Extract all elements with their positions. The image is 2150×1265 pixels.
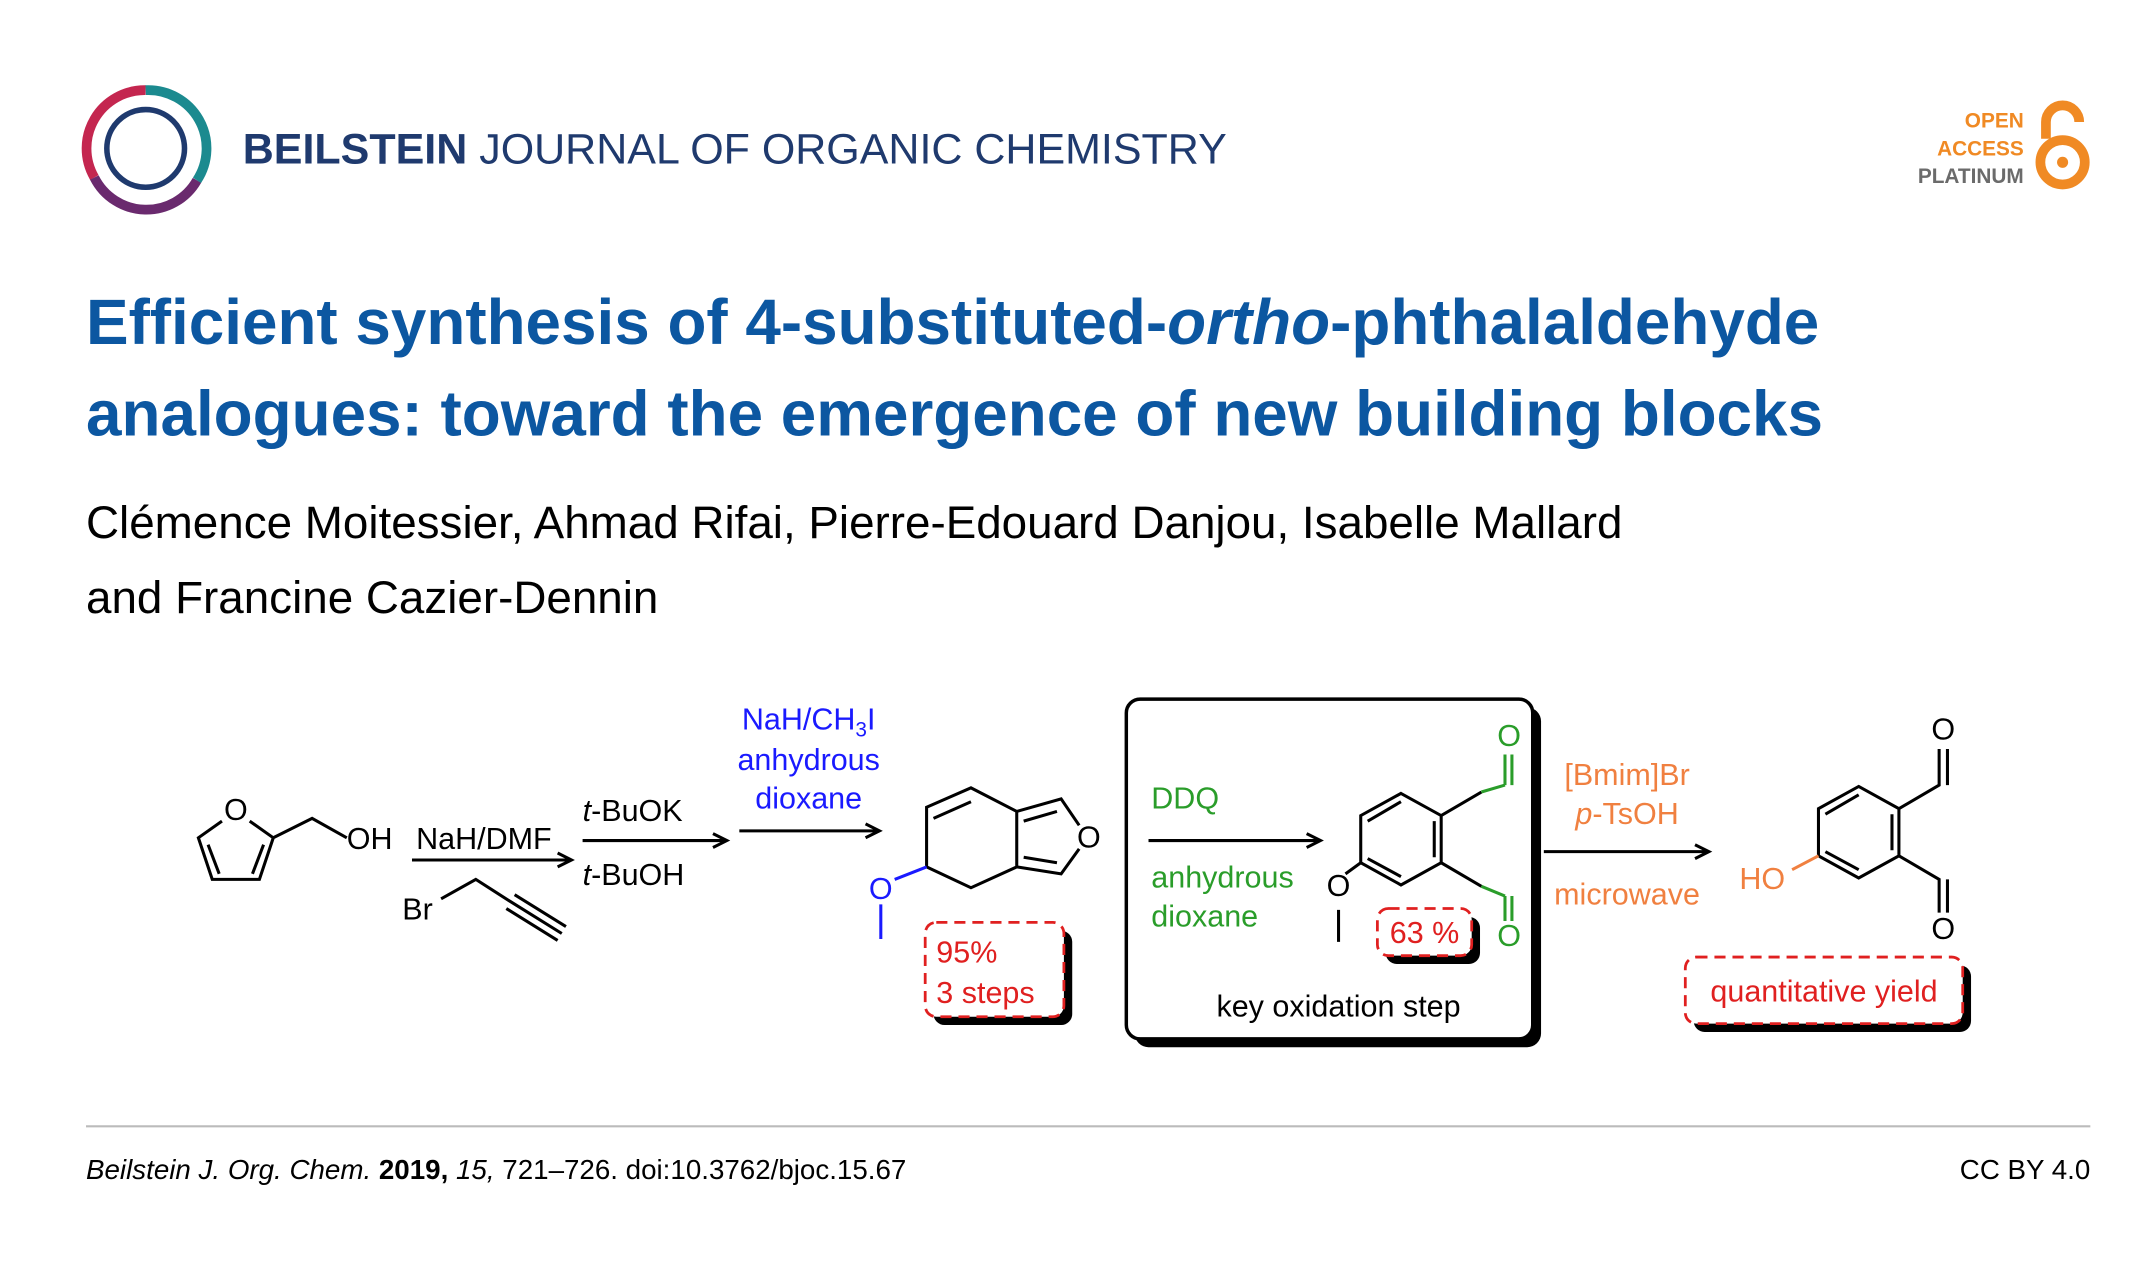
atom-label: Br — [402, 893, 433, 927]
citation-rest: 721–726. doi:10.3762/bjoc.15.67 — [502, 1154, 906, 1185]
journal-bold: BEILSTEIN — [243, 126, 468, 174]
reagent: anhydrous — [737, 743, 879, 777]
reagent: dioxane — [755, 782, 862, 816]
yield: 63 % — [1390, 916, 1460, 950]
italic-part: t — [583, 858, 593, 892]
scheme: O OH NaH/DMF Br t-BuOK t-BuOH NaH/CH3I a… — [196, 697, 1972, 1048]
reagent: t-BuOK — [583, 794, 683, 828]
license: CC BY 4.0 — [1960, 1154, 2091, 1185]
badge-text: ACCESS — [1937, 137, 2024, 160]
yield-box — [1375, 907, 1474, 958]
title-italic: ortho — [1167, 286, 1330, 358]
reagent: t-BuOH — [583, 858, 685, 892]
title-line: Efficient synthesis of 4-substituted-ort… — [86, 286, 1819, 358]
yield-box — [923, 921, 1066, 1019]
atom-label: HO — [1739, 862, 1785, 896]
atom-label: O — [1497, 919, 1521, 953]
atom-label: O — [1931, 712, 1955, 746]
reagent-part: NaH/CH — [742, 703, 856, 737]
italic-part: t — [583, 794, 593, 828]
reagent: anhydrous — [1151, 861, 1293, 895]
atom-label: O — [224, 793, 248, 827]
steps: 3 steps — [936, 976, 1034, 1010]
authors: and Francine Cazier-Dennin — [86, 572, 658, 623]
yield: 95% — [936, 936, 997, 970]
atom-label: OH — [347, 822, 393, 856]
reagent-part: I — [867, 703, 875, 737]
title-part: -phthalaldehyde — [1330, 286, 1819, 358]
authors: Clémence Moitessier, Ahmad Rifai, Pierre… — [86, 497, 1622, 548]
journal-name: BEILSTEIN JOURNAL OF ORGANIC CHEMISTRY — [243, 126, 1227, 174]
reagent: p-TsOH — [1574, 797, 1678, 831]
citation-volume: 15, — [456, 1154, 495, 1185]
title-part: Efficient synthesis of 4-substituted- — [86, 286, 1167, 358]
reagent: dioxane — [1151, 900, 1258, 934]
subscript: 3 — [855, 719, 867, 742]
reagent-part: -TsOH — [1592, 797, 1678, 831]
open-access-icon — [2035, 100, 2090, 190]
yield-box — [1683, 955, 1965, 1026]
atom-label: O — [1497, 719, 1521, 753]
reagent-part: -BuOK — [591, 794, 683, 828]
reagent: [Bmim]Br — [1564, 758, 1689, 792]
reagent-part: -BuOH — [591, 858, 684, 892]
badge-text: OPEN — [1965, 110, 2024, 133]
citation-journal: Beilstein J. Org. Chem. — [86, 1154, 371, 1185]
atom-label: O — [1077, 820, 1101, 854]
journal-logo — [81, 85, 212, 215]
atom-label: O — [1327, 869, 1351, 903]
reagent: NaH/DMF — [416, 822, 552, 856]
atom-label: O — [869, 872, 893, 906]
title-line: analogues: toward the emergence of new b… — [86, 378, 1823, 450]
badge-text: PLATINUM — [1918, 165, 2024, 188]
reagent: DDQ — [1151, 782, 1219, 816]
journal-rest: JOURNAL OF ORGANIC CHEMISTRY — [479, 126, 1227, 174]
citation-year: 2019, — [379, 1154, 448, 1185]
yield: quantitative yield — [1710, 974, 1937, 1008]
reagent: NaH/CH3I — [742, 703, 876, 742]
atom-label: O — [1931, 912, 1955, 946]
italic-part: p — [1574, 797, 1592, 831]
box-label: key oxidation step — [1216, 990, 1460, 1024]
citation: Beilstein J. Org. Chem. 2019, 15, 721–72… — [86, 1154, 906, 1185]
reagent: microwave — [1554, 877, 1700, 911]
